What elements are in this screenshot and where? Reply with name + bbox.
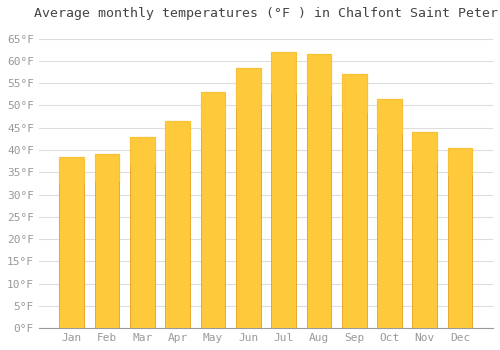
Bar xyxy=(94,154,120,181)
Bar xyxy=(130,136,155,166)
Title: Average monthly temperatures (°F ) in Chalfont Saint Peter: Average monthly temperatures (°F ) in Ch… xyxy=(34,7,498,20)
Bar xyxy=(377,99,402,133)
Bar xyxy=(236,68,260,107)
Bar xyxy=(306,54,331,95)
Bar xyxy=(236,68,260,328)
Bar xyxy=(60,157,84,182)
Bar xyxy=(200,92,226,127)
Bar xyxy=(94,154,120,328)
Bar xyxy=(342,74,366,328)
Bar xyxy=(306,54,331,328)
Bar xyxy=(60,157,84,328)
Bar xyxy=(377,99,402,328)
Bar xyxy=(130,136,155,328)
Bar xyxy=(271,52,296,93)
Bar xyxy=(448,148,472,175)
Bar xyxy=(166,121,190,152)
Bar xyxy=(412,132,437,328)
Bar xyxy=(342,74,366,112)
Bar xyxy=(200,92,226,328)
Bar xyxy=(448,148,472,328)
Bar xyxy=(412,132,437,162)
Bar xyxy=(271,52,296,328)
Bar xyxy=(166,121,190,328)
